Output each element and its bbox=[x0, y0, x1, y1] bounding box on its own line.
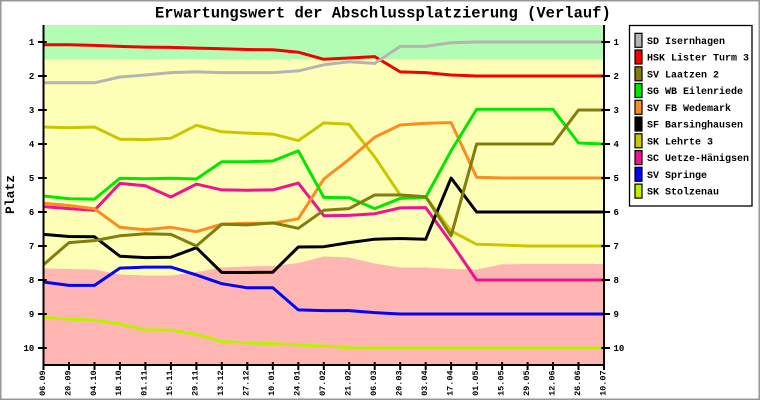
svg-text:24.01: 24.01 bbox=[293, 370, 303, 396]
svg-text:HSK Lister Turm 3: HSK Lister Turm 3 bbox=[647, 53, 749, 65]
svg-text:7: 7 bbox=[29, 242, 34, 252]
svg-text:10.07: 10.07 bbox=[598, 370, 608, 396]
svg-text:20.09: 20.09 bbox=[63, 370, 73, 396]
svg-text:2: 2 bbox=[29, 72, 34, 82]
svg-text:SF Barsinghausen: SF Barsinghausen bbox=[647, 120, 743, 132]
svg-text:10: 10 bbox=[614, 344, 625, 354]
svg-text:Erwartungswert der Abschlusspl: Erwartungswert der Abschlussplatzierung … bbox=[155, 5, 611, 23]
svg-text:3: 3 bbox=[29, 106, 34, 116]
svg-text:1: 1 bbox=[614, 38, 620, 48]
svg-text:12.06: 12.06 bbox=[547, 370, 557, 396]
svg-text:SD Isernhagen: SD Isernhagen bbox=[647, 36, 725, 48]
svg-text:6: 6 bbox=[614, 208, 619, 218]
svg-text:9: 9 bbox=[614, 310, 619, 320]
svg-text:SK Stolzenau: SK Stolzenau bbox=[647, 187, 719, 199]
svg-text:6: 6 bbox=[29, 208, 34, 218]
svg-text:01.11: 01.11 bbox=[140, 370, 150, 396]
svg-text:01.05: 01.05 bbox=[471, 370, 481, 396]
svg-text:7: 7 bbox=[614, 242, 619, 252]
svg-text:06.03: 06.03 bbox=[369, 370, 379, 396]
svg-text:4: 4 bbox=[29, 140, 35, 150]
svg-text:5: 5 bbox=[614, 174, 619, 184]
svg-text:26.06: 26.06 bbox=[573, 370, 583, 396]
svg-text:21.02: 21.02 bbox=[344, 370, 354, 396]
svg-text:SK Lehrte 3: SK Lehrte 3 bbox=[647, 136, 713, 148]
svg-text:SG WB Eilenriede: SG WB Eilenriede bbox=[647, 86, 743, 98]
svg-text:13.12: 13.12 bbox=[216, 370, 226, 396]
svg-text:Platz: Platz bbox=[3, 175, 18, 214]
svg-text:06.09: 06.09 bbox=[38, 370, 48, 396]
svg-text:10.01: 10.01 bbox=[267, 370, 277, 396]
svg-text:4: 4 bbox=[614, 140, 620, 150]
svg-text:15.11: 15.11 bbox=[165, 370, 175, 396]
svg-text:03.04: 03.04 bbox=[420, 370, 430, 396]
svg-text:8: 8 bbox=[614, 276, 619, 286]
svg-text:3: 3 bbox=[614, 106, 619, 116]
svg-text:20.03: 20.03 bbox=[395, 370, 405, 396]
svg-text:29.05: 29.05 bbox=[522, 370, 532, 396]
svg-text:10: 10 bbox=[23, 344, 34, 354]
svg-text:SV FB Wedemark: SV FB Wedemark bbox=[647, 103, 731, 115]
svg-text:SC Uetze-Hänigsen: SC Uetze-Hänigsen bbox=[647, 153, 749, 165]
svg-text:18.10: 18.10 bbox=[114, 370, 124, 396]
svg-text:17.04: 17.04 bbox=[445, 370, 455, 396]
svg-text:27.12: 27.12 bbox=[242, 370, 252, 396]
svg-text:SV Laatzen 2: SV Laatzen 2 bbox=[647, 70, 719, 81]
svg-text:1: 1 bbox=[29, 38, 35, 48]
svg-text:5: 5 bbox=[29, 174, 34, 184]
svg-text:SV Springe: SV Springe bbox=[647, 170, 707, 182]
svg-text:07.02: 07.02 bbox=[318, 370, 328, 396]
svg-text:15.05: 15.05 bbox=[496, 370, 506, 396]
svg-text:04.10: 04.10 bbox=[89, 370, 99, 396]
svg-text:2: 2 bbox=[614, 72, 619, 82]
svg-text:8: 8 bbox=[29, 276, 34, 286]
svg-text:9: 9 bbox=[29, 310, 34, 320]
svg-text:29.11: 29.11 bbox=[191, 370, 201, 396]
